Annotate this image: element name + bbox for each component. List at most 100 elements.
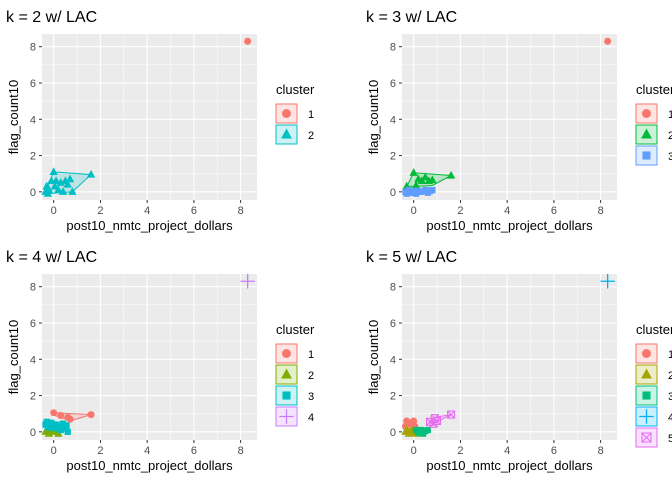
legend-title: cluster [636, 322, 672, 337]
legend: cluster 1 2 3 4 5 [635, 322, 672, 448]
x-tick-label: 0 [411, 445, 417, 457]
legend-glyph [279, 409, 294, 424]
data-point-cluster-4 [240, 274, 255, 289]
data-point-cluster-1 [66, 415, 74, 423]
data-point-cluster-3 [57, 426, 64, 434]
plot-panel-2: k = 3 w/ LAC 0 2 4 6 8 0 2 4 6 8 post10_nmtc_projec… [366, 9, 672, 233]
data-point-cluster-3 [59, 420, 67, 427]
y-tick-label: 8 [390, 282, 396, 294]
y-tick-label: 6 [390, 78, 396, 90]
data-point-cluster-3 [424, 426, 431, 434]
x-tick-label: 6 [551, 445, 557, 457]
x-tick-label: 0 [51, 445, 57, 457]
x-axis-title: post10_nmtc_project_dollars [426, 458, 593, 473]
y-axis-title: flag_count10 [366, 80, 381, 154]
data-point-cluster-2 [49, 167, 58, 175]
data-point-cluster-1 [244, 37, 252, 45]
legend: cluster 1 2 3 [635, 82, 672, 166]
legend-glyph [642, 391, 651, 400]
data-point-cluster-2 [54, 185, 63, 194]
legend-glyph [642, 109, 651, 118]
y-axis-title: flag_count10 [366, 320, 381, 394]
data-point-cluster-3 [417, 426, 424, 434]
legend: cluster 1 2 3 4 [275, 322, 315, 427]
x-tick-label: 2 [457, 445, 463, 457]
legend-glyph [282, 391, 291, 400]
legend-key-cluster-4: 4 [275, 406, 314, 427]
data-point-cluster-5 [429, 419, 438, 428]
data-point-cluster-4 [600, 274, 615, 289]
y-tick-label: 6 [30, 78, 36, 90]
legend-label: 2 [668, 130, 672, 142]
legend-key-cluster-1: 1 [635, 103, 672, 124]
legend-title: cluster [636, 82, 672, 97]
y-tick-label: 2 [390, 151, 396, 163]
legend-glyph [281, 368, 292, 379]
plot-panel-1: k = 2 w/ LAC 0 2 4 6 8 0 2 4 6 8 post10_nmtc_projec… [6, 9, 315, 233]
data-point-cluster-3 [417, 188, 424, 195]
plot-panel-4: k = 5 w/ LAC 0 2 4 6 8 0 2 4 6 8 post10_nmtc_projec… [366, 249, 672, 473]
x-tick-label: 2 [457, 205, 463, 217]
plot-title: k = 2 w/ LAC [6, 9, 97, 26]
x-tick-label: 8 [598, 205, 604, 217]
plot-panel-3: k = 4 w/ LAC 0 2 4 6 8 0 2 4 6 8 post10_nmtc_projec… [6, 249, 315, 473]
legend-label: 2 [308, 130, 314, 142]
legend-title: cluster [276, 322, 315, 337]
y-tick-label: 4 [30, 354, 36, 366]
data-point-cluster-2 [50, 181, 60, 190]
data-point-cluster-2 [65, 174, 75, 183]
data-point-cluster-1 [87, 411, 95, 419]
data-point-cluster-2 [446, 170, 456, 179]
x-tick-label: 4 [504, 205, 510, 217]
x-tick-label: 0 [51, 205, 57, 217]
data-point-cluster-3 [403, 190, 410, 197]
legend-key-cluster-4: 4 [635, 406, 672, 427]
legend-glyph [281, 128, 292, 139]
legend-label: 3 [308, 391, 314, 403]
legend-key-cluster-5: 5 [635, 427, 672, 448]
data-point-cluster-1 [410, 417, 418, 425]
legend-label: 1 [668, 349, 672, 361]
y-tick-label: 4 [390, 114, 396, 126]
data-point-cluster-1 [57, 412, 65, 420]
x-axis-title: post10_nmtc_project_dollars [426, 218, 593, 233]
x-tick-label: 8 [238, 445, 244, 457]
legend-glyph [641, 128, 652, 139]
legend-label: 3 [668, 151, 672, 163]
legend-key-cluster-3: 3 [635, 385, 672, 406]
legend-label: 2 [668, 370, 672, 382]
plot-background [42, 274, 257, 440]
data-point-cluster-3 [48, 419, 55, 426]
legend-key-cluster-1: 1 [275, 343, 314, 364]
data-point-cluster-5 [447, 410, 456, 419]
data-point-cluster-2 [86, 169, 96, 178]
x-tick-label: 0 [411, 205, 417, 217]
y-tick-label: 6 [30, 318, 36, 330]
plot-title: k = 4 w/ LAC [6, 249, 97, 266]
y-tick-label: 2 [30, 391, 36, 403]
data-point-cluster-3 [429, 186, 436, 194]
legend-key-cluster-3: 3 [635, 145, 672, 166]
legend-key-cluster-2: 2 [275, 124, 314, 145]
data-point-cluster-2 [58, 187, 68, 195]
legend-label: 1 [308, 349, 314, 361]
data-point-cluster-3 [64, 428, 71, 435]
legend-key-cluster-1: 1 [635, 343, 672, 364]
legend-key-cluster-2: 2 [635, 364, 672, 385]
data-point-cluster-2 [409, 168, 418, 176]
plot-title: k = 5 w/ LAC [366, 249, 457, 266]
legend-title: cluster [276, 82, 315, 97]
legend-key-cluster-1: 1 [275, 103, 314, 124]
plot-background [402, 274, 617, 440]
legend-label: 3 [668, 391, 672, 403]
y-tick-label: 0 [30, 187, 36, 199]
data-point-cluster-3 [50, 425, 57, 432]
y-tick-label: 0 [390, 187, 396, 199]
plot-background [402, 34, 617, 200]
data-point-cluster-3 [44, 424, 51, 431]
legend-glyph [282, 349, 291, 358]
legend-glyph [641, 368, 652, 379]
x-tick-label: 8 [238, 205, 244, 217]
y-tick-label: 8 [30, 42, 36, 54]
